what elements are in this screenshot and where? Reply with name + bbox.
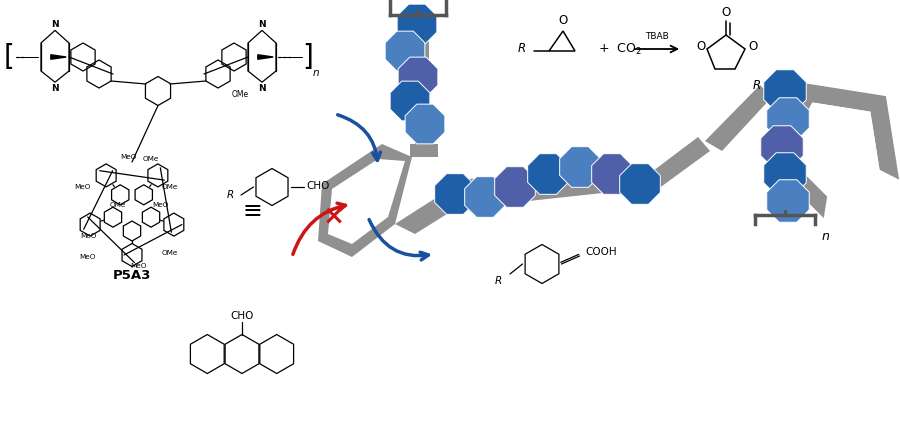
Text: ]: ] [302, 43, 313, 71]
Polygon shape [620, 164, 661, 204]
Text: +  CO$_2$: + CO$_2$ [598, 42, 642, 57]
Text: MeO: MeO [79, 254, 95, 260]
Polygon shape [390, 81, 430, 121]
Text: P5A3: P5A3 [112, 269, 151, 282]
Text: $n$: $n$ [312, 68, 319, 78]
Polygon shape [764, 153, 806, 195]
Text: OMe: OMe [162, 250, 178, 256]
Polygon shape [257, 55, 274, 59]
Text: N: N [51, 20, 59, 29]
Polygon shape [405, 104, 445, 144]
Polygon shape [777, 77, 793, 215]
Polygon shape [397, 4, 436, 44]
Polygon shape [764, 70, 806, 112]
Polygon shape [764, 83, 899, 218]
Text: R: R [495, 276, 502, 286]
Polygon shape [760, 126, 803, 168]
Polygon shape [645, 137, 710, 189]
Text: TBAB: TBAB [645, 32, 669, 41]
Polygon shape [767, 98, 809, 140]
Text: MeO: MeO [80, 233, 96, 239]
Text: MeO: MeO [152, 202, 168, 208]
Text: COOH: COOH [585, 247, 616, 257]
Text: CHO: CHO [230, 311, 254, 321]
Polygon shape [50, 55, 67, 59]
Text: OMe: OMe [143, 156, 159, 162]
Text: $\mathbf{\times}$: $\mathbf{\times}$ [321, 204, 342, 230]
Text: N: N [258, 20, 265, 29]
Text: N: N [51, 85, 59, 94]
Text: MeO: MeO [74, 184, 90, 190]
Polygon shape [410, 144, 438, 157]
Text: O: O [722, 6, 731, 19]
Text: OMe: OMe [232, 90, 249, 99]
Polygon shape [495, 167, 536, 207]
Polygon shape [560, 147, 600, 187]
Polygon shape [385, 31, 425, 71]
Text: [: [ [4, 43, 15, 71]
Text: O: O [558, 14, 568, 27]
Polygon shape [786, 103, 879, 196]
Text: $\equiv$: $\equiv$ [238, 197, 262, 221]
Polygon shape [440, 167, 658, 209]
Polygon shape [705, 85, 772, 151]
Text: $n$: $n$ [821, 230, 830, 243]
Text: MeO: MeO [120, 154, 136, 160]
Polygon shape [767, 180, 809, 222]
Polygon shape [415, 11, 429, 144]
Polygon shape [328, 159, 405, 244]
Polygon shape [591, 154, 633, 194]
Polygon shape [527, 154, 568, 194]
Text: MeO: MeO [130, 263, 146, 269]
Text: R: R [227, 190, 234, 200]
Text: R: R [753, 79, 761, 92]
Text: OMe: OMe [162, 184, 178, 190]
Text: O: O [749, 40, 758, 54]
Text: OMe: OMe [110, 202, 126, 208]
Text: O: O [697, 40, 706, 54]
Polygon shape [395, 194, 455, 234]
Polygon shape [435, 174, 475, 214]
Text: R: R [518, 42, 526, 55]
Polygon shape [398, 57, 438, 97]
Text: CHO: CHO [306, 181, 329, 191]
Text: N: N [258, 85, 265, 94]
Polygon shape [318, 144, 412, 257]
Polygon shape [464, 177, 505, 218]
